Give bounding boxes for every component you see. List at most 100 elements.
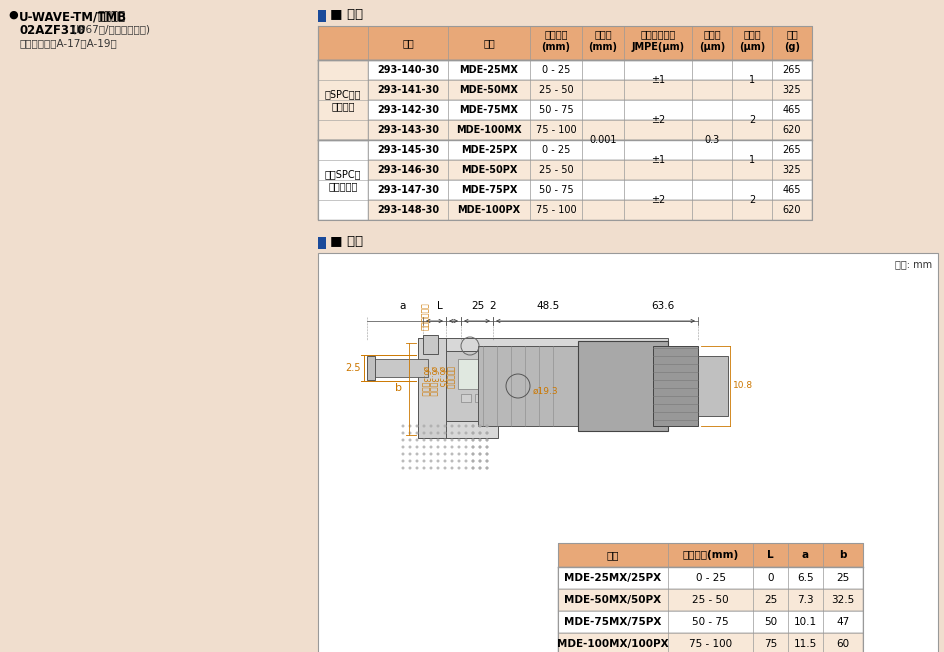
Text: 0.001: 0.001: [589, 135, 616, 145]
Circle shape: [415, 439, 418, 441]
Bar: [653, 346, 698, 426]
Text: 75: 75: [764, 639, 777, 649]
Circle shape: [485, 439, 488, 441]
Text: MDE-75PX: MDE-75PX: [461, 185, 517, 195]
Text: 75 - 100: 75 - 100: [535, 125, 577, 135]
Text: 带SPC数据
输出接口: 带SPC数据 输出接口: [325, 89, 362, 111]
Text: 分辨力: 分辨力: [594, 29, 612, 39]
Text: MDE-50MX: MDE-50MX: [460, 85, 518, 95]
Bar: [475, 394, 485, 402]
Text: ●: ●: [8, 10, 18, 20]
Circle shape: [444, 432, 447, 434]
Text: 0: 0: [767, 573, 774, 583]
Circle shape: [423, 439, 426, 441]
Circle shape: [423, 445, 426, 449]
Circle shape: [479, 424, 481, 428]
Circle shape: [430, 445, 432, 449]
Text: 25: 25: [764, 595, 777, 605]
Bar: [558, 589, 863, 611]
Text: 质量: 质量: [786, 29, 798, 39]
Bar: [368, 60, 812, 80]
Text: 不带SPC数
据输出接口: 不带SPC数 据输出接口: [325, 170, 362, 191]
Text: 测量范围(mm): 测量范围(mm): [683, 550, 738, 560]
Text: 32.5: 32.5: [832, 595, 854, 605]
Text: 0 - 25: 0 - 25: [696, 573, 726, 583]
Text: 265: 265: [783, 145, 801, 155]
Bar: [318, 237, 326, 249]
Circle shape: [401, 452, 404, 456]
Text: 465: 465: [783, 185, 801, 195]
Text: 293-142-30: 293-142-30: [377, 105, 439, 115]
Text: MDE-100PX: MDE-100PX: [458, 205, 520, 215]
Circle shape: [464, 424, 467, 428]
Text: ø6.3测量面: ø6.3测量面: [430, 366, 439, 396]
Text: 75 - 100: 75 - 100: [535, 205, 577, 215]
Circle shape: [450, 452, 453, 456]
Text: (g): (g): [784, 42, 800, 52]
Circle shape: [485, 445, 488, 449]
Circle shape: [444, 460, 447, 462]
Bar: [318, 26, 812, 60]
Text: ±2: ±2: [650, 115, 666, 125]
Bar: [558, 611, 863, 633]
Bar: [318, 26, 812, 220]
Bar: [418, 338, 446, 438]
Text: a: a: [802, 550, 809, 560]
Text: b: b: [839, 550, 847, 560]
Circle shape: [415, 432, 418, 434]
Circle shape: [485, 432, 488, 434]
Circle shape: [464, 466, 467, 469]
Text: 50 - 75: 50 - 75: [539, 185, 573, 195]
Text: MDE-50PX: MDE-50PX: [461, 165, 517, 175]
Text: 平面度: 平面度: [703, 29, 721, 39]
Bar: [418, 421, 498, 438]
Circle shape: [450, 466, 453, 469]
Text: MDE-75MX/75PX: MDE-75MX/75PX: [565, 617, 662, 627]
Text: 0 - 25: 0 - 25: [542, 145, 570, 155]
Text: 25 - 50: 25 - 50: [692, 595, 729, 605]
Text: U-WAVE-TM/TMB: U-WAVE-TM/TMB: [19, 10, 127, 23]
Bar: [503, 394, 513, 402]
Text: 1: 1: [749, 155, 755, 165]
Circle shape: [479, 460, 481, 462]
Text: 60: 60: [836, 639, 850, 649]
Circle shape: [415, 466, 418, 469]
Text: (μm): (μm): [699, 42, 725, 52]
Circle shape: [458, 424, 461, 428]
Circle shape: [485, 424, 488, 428]
Text: 620: 620: [783, 125, 801, 135]
Circle shape: [471, 424, 475, 428]
Circle shape: [485, 439, 488, 441]
Bar: [461, 394, 471, 402]
Circle shape: [485, 432, 488, 434]
Text: 63.6: 63.6: [651, 301, 675, 311]
Text: 50 - 75: 50 - 75: [692, 617, 729, 627]
Circle shape: [401, 439, 404, 441]
Text: (IP67型/蜂鸣器型通用): (IP67型/蜂鸣器型通用): [69, 24, 150, 34]
Text: (mm): (mm): [588, 42, 617, 52]
Circle shape: [436, 439, 440, 441]
Circle shape: [479, 445, 481, 449]
Bar: [578, 341, 668, 431]
Circle shape: [479, 432, 481, 434]
Text: L: L: [437, 301, 443, 311]
Circle shape: [450, 424, 453, 428]
Text: 47: 47: [836, 617, 850, 627]
Circle shape: [444, 445, 447, 449]
Circle shape: [458, 439, 461, 441]
Circle shape: [471, 439, 475, 441]
Text: JMPE(μm): JMPE(μm): [632, 42, 684, 52]
Text: 测量范围: 测量范围: [545, 29, 567, 39]
Text: 25 - 50: 25 - 50: [539, 85, 573, 95]
Text: 7.3: 7.3: [797, 595, 814, 605]
Circle shape: [471, 432, 475, 434]
Circle shape: [415, 424, 418, 428]
Text: ±1: ±1: [651, 155, 666, 165]
Circle shape: [471, 439, 475, 441]
Text: 75 - 100: 75 - 100: [689, 639, 732, 649]
Circle shape: [471, 445, 475, 449]
Text: MDE-100MX: MDE-100MX: [456, 125, 522, 135]
Circle shape: [423, 432, 426, 434]
Circle shape: [423, 460, 426, 462]
Bar: [698, 356, 728, 416]
